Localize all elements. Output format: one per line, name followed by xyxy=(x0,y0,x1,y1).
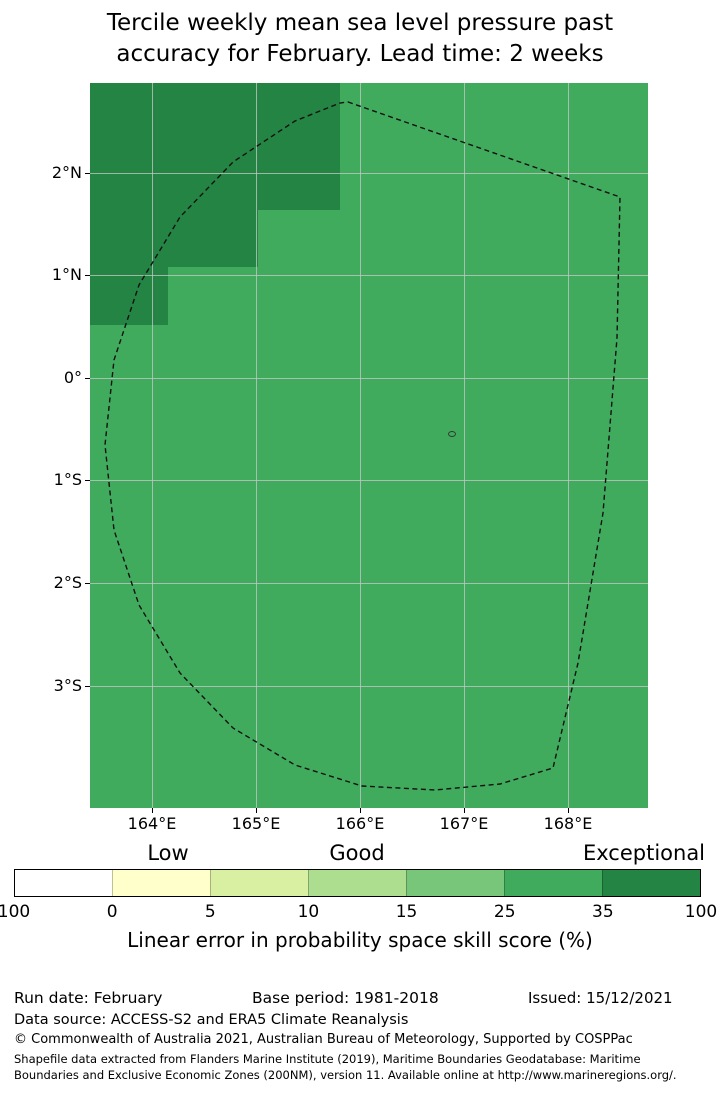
gridline-vertical xyxy=(256,83,257,808)
gridline-horizontal xyxy=(90,378,648,379)
chart-title: Tercile weekly mean sea level pressure p… xyxy=(0,8,720,70)
colorbar-segment xyxy=(15,870,112,896)
issued-date-text: Issued: 15/12/2021 xyxy=(528,989,673,1007)
x-tick-mark xyxy=(360,808,361,813)
colorbar-tick: 35 xyxy=(592,902,614,922)
y-tick-mark xyxy=(85,686,90,687)
x-axis-label: 165°E xyxy=(231,814,281,833)
colorbar-label-low: Low xyxy=(147,841,189,865)
island-marker xyxy=(448,431,456,437)
high-skill-region-block xyxy=(90,210,258,267)
colorbar-tick: 100 xyxy=(684,902,718,922)
gridline-horizontal xyxy=(90,583,648,584)
colorbar-tick: 15 xyxy=(395,902,418,922)
gridline-horizontal xyxy=(90,275,648,276)
gridline-horizontal xyxy=(90,686,648,687)
colorbar-segment xyxy=(210,870,308,896)
y-axis-label: 1°N xyxy=(51,265,82,284)
colorbar-tick: 10 xyxy=(297,902,320,922)
y-axis-label: 2°N xyxy=(51,163,82,182)
shapefile-attribution-text: Shapefile data extracted from Flanders M… xyxy=(14,1052,677,1082)
gridline-horizontal xyxy=(90,173,648,174)
gridline-vertical xyxy=(464,83,465,808)
colorbar xyxy=(14,869,701,897)
gridline-vertical xyxy=(152,83,153,808)
x-axis-label: 166°E xyxy=(335,814,385,833)
chart-title-line1: Tercile weekly mean sea level pressure p… xyxy=(106,10,614,36)
colorbar-tick: 0 xyxy=(106,902,118,922)
colorbar-segment xyxy=(308,870,406,896)
colorbar-ticks: 100 0 5 10 15 25 35 100 xyxy=(0,902,717,924)
colorbar-segment xyxy=(602,870,700,896)
data-source-text: Data source: ACCESS-S2 and ERA5 Climate … xyxy=(14,1012,409,1028)
eez-dashed-boundary xyxy=(104,101,621,791)
gridline-horizontal xyxy=(90,480,648,481)
x-tick-mark xyxy=(256,808,257,813)
colorbar-segment xyxy=(406,870,504,896)
high-skill-region-block xyxy=(90,83,340,210)
x-tick-mark xyxy=(152,808,153,813)
y-tick-mark xyxy=(85,378,90,379)
copyright-text: © Commonwealth of Australia 2021, Austra… xyxy=(14,1032,633,1047)
colorbar-tick: 100 xyxy=(0,902,31,922)
y-axis-label: 3°S xyxy=(53,676,82,695)
y-axis-label: 2°S xyxy=(53,573,82,592)
colorbar-label-good: Good xyxy=(329,841,385,865)
map-plot-area xyxy=(90,83,648,808)
y-axis-label: 0° xyxy=(63,368,82,387)
x-axis-label: 167°E xyxy=(439,814,489,833)
y-tick-mark xyxy=(85,173,90,174)
chart-title-line2: accuracy for February. Lead time: 2 week… xyxy=(116,41,604,67)
run-date-text: Run date: February xyxy=(14,989,163,1007)
colorbar-segment xyxy=(112,870,210,896)
x-tick-mark xyxy=(464,808,465,813)
colorbar-segment xyxy=(504,870,602,896)
x-axis-label: 168°E xyxy=(543,814,593,833)
x-tick-mark xyxy=(568,808,569,813)
gridline-vertical xyxy=(360,83,361,808)
gridline-vertical xyxy=(568,83,569,808)
colorbar-label-exceptional: Exceptional xyxy=(582,841,706,865)
y-tick-mark xyxy=(85,583,90,584)
colorbar-caption: Linear error in probability space skill … xyxy=(127,928,593,952)
eez-boundary-overlay xyxy=(104,101,621,791)
y-axis-label: 1°S xyxy=(53,470,82,489)
base-period-text: Base period: 1981-2018 xyxy=(252,989,439,1007)
y-tick-mark xyxy=(85,275,90,276)
colorbar-tick: 5 xyxy=(204,902,216,922)
colorbar-tick: 25 xyxy=(493,902,516,922)
y-tick-mark xyxy=(85,480,90,481)
x-axis-label: 164°E xyxy=(127,814,177,833)
